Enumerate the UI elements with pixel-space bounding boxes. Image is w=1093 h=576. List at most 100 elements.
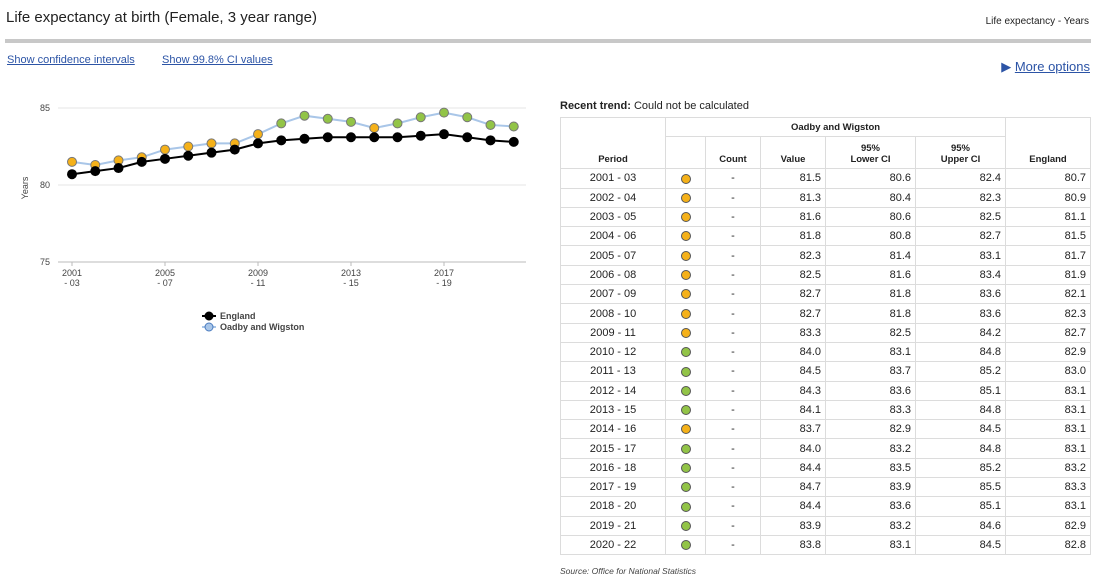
indicator-cell <box>665 303 706 324</box>
value-cell: 84.4 <box>760 496 826 517</box>
data-point <box>508 121 519 132</box>
value-cell: 84.1 <box>760 399 826 421</box>
significance-dot <box>680 366 691 377</box>
indicator-cell <box>665 477 706 498</box>
upper-ci-cell: 84.8 <box>915 341 1006 363</box>
value-cell: 84.0 <box>760 438 826 459</box>
period-cell: 2010 - 12 <box>560 341 666 363</box>
upper-ci-cell: 84.8 <box>915 399 1006 421</box>
data-point <box>415 130 426 141</box>
england-cell: 82.8 <box>1005 534 1091 556</box>
value-cell: 84.5 <box>760 361 826 382</box>
england-cell: 83.1 <box>1005 438 1091 459</box>
more-options[interactable]: ▶ More options <box>1001 59 1090 74</box>
value-cell: 81.8 <box>760 226 826 247</box>
count-cell: - <box>705 168 761 189</box>
trend-label: Recent trend: <box>560 100 631 112</box>
count-cell: - <box>705 419 761 440</box>
divider <box>5 39 1091 43</box>
x-tick-line: 2009 <box>248 268 268 278</box>
indicator-cell <box>665 341 706 363</box>
period-cell: 2018 - 20 <box>560 496 666 517</box>
count-cell: - <box>705 380 761 401</box>
data-point <box>346 132 356 143</box>
indicator-cell <box>665 496 706 517</box>
period-cell: 2011 - 13 <box>560 361 666 382</box>
count-cell: - <box>705 245 761 266</box>
more-options-label[interactable]: More options <box>1014 59 1090 74</box>
upper-ci-cell: 83.6 <box>915 284 1006 305</box>
value-cell: 81.6 <box>760 206 826 228</box>
x-tick-line: - 07 <box>157 278 173 288</box>
data-point <box>253 129 263 140</box>
value-cell: 84.0 <box>760 341 826 363</box>
header-line: 95% <box>950 143 970 155</box>
table-row: 2002 - 04 -81.3 80.4 82.3 80.9 <box>560 187 1091 208</box>
period-cell: 2013 - 15 <box>560 399 666 421</box>
indicator-cell <box>665 534 706 556</box>
significance-dot <box>680 289 691 300</box>
significance-dot <box>680 462 691 473</box>
indicator-cell <box>665 187 706 208</box>
ci-values-link[interactable]: Show 99.8% CI values <box>162 54 273 66</box>
y-tick-label: 85 <box>40 103 50 113</box>
lower-ci-cell: 83.1 <box>825 341 916 363</box>
value-cell: 83.9 <box>760 515 826 536</box>
trend-text: Could not be calculated <box>633 100 749 112</box>
upper-ci-cell: 84.5 <box>915 419 1006 440</box>
upper-ci-cell: 83.4 <box>915 264 1006 286</box>
table-row: 2003 - 05 -81.6 80.6 82.5 81.1 <box>560 206 1091 228</box>
data-point <box>346 116 356 127</box>
y-tick-label: 80 <box>40 180 50 190</box>
value-cell: 84.3 <box>760 380 826 401</box>
recent-trend: Recent trend: Could not be calculated <box>560 100 749 112</box>
significance-dot <box>680 192 691 203</box>
x-tick-line: - 19 <box>436 278 452 288</box>
data-point <box>439 107 449 118</box>
upper-ci-cell: 83.1 <box>915 245 1006 266</box>
indicator-cell <box>665 284 706 305</box>
table-row: 2020 - 22 -83.8 83.1 84.5 82.8 <box>560 534 1091 556</box>
value-cell: 83.7 <box>760 419 826 440</box>
significance-dot <box>680 520 691 531</box>
lower-ci-cell: 83.1 <box>825 534 916 556</box>
indicator-cell <box>665 264 706 286</box>
upper-ci-cell: 82.7 <box>915 226 1006 247</box>
england-cell: 82.1 <box>1005 284 1091 305</box>
table-row: 2017 - 19 -84.7 83.9 85.5 83.3 <box>560 477 1091 498</box>
count-cell: - <box>705 284 761 305</box>
period-cell: 2009 - 11 <box>560 322 666 343</box>
significance-dot <box>680 327 691 338</box>
upper-ci-cell: 82.5 <box>915 206 1006 228</box>
significance-dot <box>680 501 691 512</box>
x-tick-line: - 11 <box>251 278 266 288</box>
significance-dot <box>680 270 691 281</box>
value-cell: 81.5 <box>760 168 826 189</box>
table-row: 2004 - 06 -81.8 80.8 82.7 81.5 <box>560 226 1091 247</box>
page-subtitle: Life expectancy - Years <box>985 16 1089 27</box>
lower-ci-cell: 83.6 <box>825 496 916 517</box>
significance-dot <box>680 540 691 551</box>
england-cell: 81.5 <box>1005 226 1091 247</box>
count-cell: - <box>705 226 761 247</box>
x-tick-line: 2001 <box>62 268 82 278</box>
data-point <box>439 129 449 140</box>
lower-ci-cell: 80.4 <box>825 187 916 208</box>
value-cell: 83.3 <box>760 322 826 343</box>
period-cell: 2002 - 04 <box>560 187 666 208</box>
ci-link[interactable]: Show confidence intervals <box>7 54 135 66</box>
period-cell: 2017 - 19 <box>560 477 666 498</box>
data-table: Period Oadby and Wigston England Count V… <box>560 116 1091 556</box>
header-line: Upper CI <box>940 154 981 166</box>
period-cell: 2003 - 05 <box>560 206 666 228</box>
table-row: 2001 - 03 -81.5 80.6 82.4 80.7 <box>560 168 1091 189</box>
upper-ci-cell: 84.8 <box>915 438 1006 459</box>
data-point <box>183 141 194 152</box>
value-cell: 83.8 <box>760 534 826 556</box>
header-dot <box>665 136 706 170</box>
count-cell: - <box>705 496 761 517</box>
count-cell: - <box>705 361 761 382</box>
data-point <box>160 144 170 155</box>
upper-ci-cell: 82.4 <box>915 168 1006 189</box>
